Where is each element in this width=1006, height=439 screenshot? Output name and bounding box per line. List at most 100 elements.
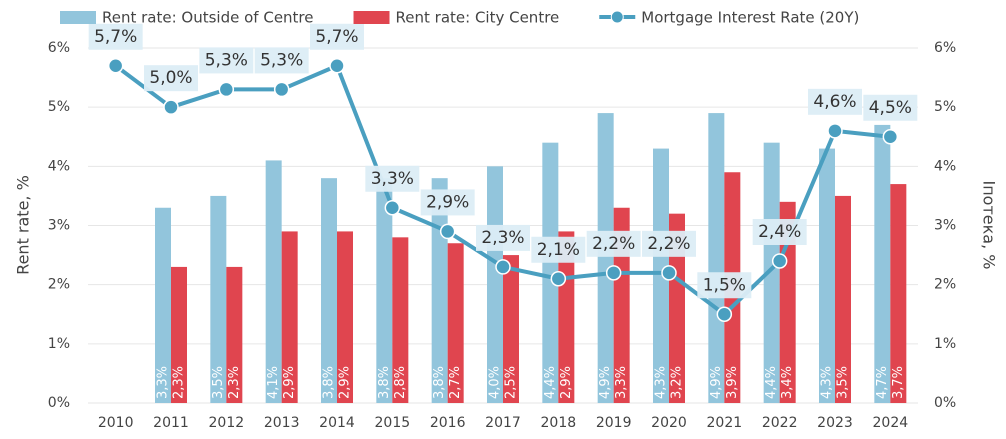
line-marker bbox=[771, 253, 788, 269]
y2-axis-label: Іпотека, % bbox=[980, 181, 999, 270]
line-marker bbox=[218, 81, 235, 98]
line-value-label: 5,3% bbox=[260, 50, 303, 70]
bar-value-label: 3,3% bbox=[156, 366, 171, 399]
bar-value-label: 3,7% bbox=[891, 366, 906, 399]
legend-label: Rent rate: City Centre bbox=[396, 9, 560, 27]
line-value-label: 4,5% bbox=[869, 98, 912, 118]
bar-value-label: 3,5% bbox=[211, 366, 226, 399]
bar-value-label: 4,0% bbox=[488, 366, 503, 399]
bar-value-label: 4,9% bbox=[598, 366, 613, 399]
label-box bbox=[697, 272, 752, 299]
y2-tick-label: 1% bbox=[934, 336, 956, 352]
line-value-label: 2,9% bbox=[426, 192, 469, 212]
y-tick-label: 2% bbox=[48, 277, 70, 293]
bar-value-label: 3,8% bbox=[377, 366, 392, 399]
bar-value-label: 4,3% bbox=[654, 366, 669, 399]
y-tick-label: 5% bbox=[48, 99, 70, 115]
bar-value-label: 4,7% bbox=[875, 366, 890, 399]
line-value-label: 2,3% bbox=[481, 228, 524, 248]
line-value-label: 5,7% bbox=[94, 27, 137, 47]
label-box bbox=[310, 23, 364, 50]
y-tick-label: 4% bbox=[48, 158, 70, 174]
bar-value-label: 4,4% bbox=[764, 366, 779, 399]
line-marker bbox=[716, 306, 733, 322]
bar-value-label: 3,4% bbox=[780, 366, 795, 399]
bar-value-label: 2,3% bbox=[227, 366, 242, 399]
line-marker bbox=[329, 58, 345, 74]
bar-value-label: 2,9% bbox=[338, 366, 353, 399]
line-marker bbox=[439, 223, 456, 240]
bar-value-label: 2,3% bbox=[172, 366, 187, 399]
x-tick-label: 2014 bbox=[319, 415, 355, 431]
line-value-label: 2,4% bbox=[758, 222, 801, 242]
bar-value-label: 3,8% bbox=[322, 366, 337, 399]
x-tick-label: 2020 bbox=[651, 415, 687, 431]
label-box bbox=[808, 88, 862, 115]
label-box bbox=[586, 230, 641, 257]
line-marker bbox=[882, 129, 899, 145]
bar bbox=[210, 195, 227, 403]
legend-swatch bbox=[60, 11, 96, 24]
line-value-label: 5,0% bbox=[149, 68, 192, 88]
x-tick-label: 2017 bbox=[485, 415, 521, 431]
bar bbox=[392, 237, 409, 403]
line-value-label: 2,2% bbox=[647, 234, 690, 254]
bar bbox=[835, 195, 851, 403]
x-tick-label: 2024 bbox=[873, 415, 909, 431]
x-tick-label: 2018 bbox=[541, 415, 577, 431]
label-box bbox=[365, 165, 420, 192]
y-axis-label: Rent rate, % bbox=[14, 175, 33, 275]
x-tick-label: 2010 bbox=[98, 415, 134, 431]
line-marker bbox=[273, 81, 290, 98]
line-marker bbox=[661, 265, 677, 281]
bar-value-label: 4,4% bbox=[543, 366, 558, 399]
legend-swatch bbox=[353, 11, 390, 24]
line-value-label: 5,3% bbox=[205, 50, 248, 70]
line-marker bbox=[827, 123, 843, 139]
bar bbox=[337, 231, 353, 403]
line-marker bbox=[384, 200, 401, 216]
y-tick-label: 0% bbox=[48, 395, 70, 411]
label-box bbox=[88, 23, 143, 50]
line-value-label: 1,5% bbox=[703, 275, 746, 295]
bar bbox=[890, 184, 907, 403]
y2-tick-label: 5% bbox=[934, 99, 956, 115]
label-box bbox=[863, 94, 918, 121]
x-tick-label: 2016 bbox=[430, 415, 466, 431]
bar-value-label: 3,3% bbox=[614, 366, 629, 399]
bar bbox=[503, 255, 519, 403]
y2-tick-label: 2% bbox=[934, 277, 956, 293]
legend-label: Rent rate: Outside of Centre bbox=[102, 9, 314, 27]
x-tick-label: 2023 bbox=[817, 415, 853, 431]
y2-tick-label: 3% bbox=[934, 218, 956, 234]
bar-value-label: 2,9% bbox=[559, 366, 574, 399]
legend-label: Mortgage Interest Rate (20Y) bbox=[641, 9, 859, 27]
label-box bbox=[476, 224, 530, 251]
label-box bbox=[642, 230, 696, 257]
x-tick-label: 2013 bbox=[264, 415, 300, 431]
bar-value-label: 2,8% bbox=[393, 366, 408, 399]
bar bbox=[669, 213, 685, 403]
line-marker bbox=[605, 265, 622, 281]
y-tick-label: 1% bbox=[48, 336, 70, 352]
legend-swatch bbox=[610, 10, 624, 24]
bar bbox=[265, 160, 282, 403]
label-box bbox=[752, 219, 807, 245]
line-marker bbox=[107, 58, 124, 74]
bar bbox=[171, 266, 187, 403]
bar bbox=[542, 142, 559, 403]
line-value-label: 4,6% bbox=[813, 92, 856, 112]
bar-value-label: 3,2% bbox=[670, 366, 685, 399]
bar bbox=[653, 148, 669, 403]
label-box bbox=[531, 236, 586, 263]
x-tick-label: 2011 bbox=[153, 415, 189, 431]
bar bbox=[763, 142, 780, 403]
y-tick-label: 6% bbox=[48, 40, 70, 56]
x-tick-label: 2019 bbox=[596, 415, 632, 431]
bar-value-label: 2,5% bbox=[504, 366, 519, 399]
line-value-label: 5,7% bbox=[315, 27, 358, 47]
bar-value-label: 2,7% bbox=[448, 366, 463, 399]
bar bbox=[321, 178, 337, 403]
bar-value-label: 3,5% bbox=[836, 366, 851, 399]
